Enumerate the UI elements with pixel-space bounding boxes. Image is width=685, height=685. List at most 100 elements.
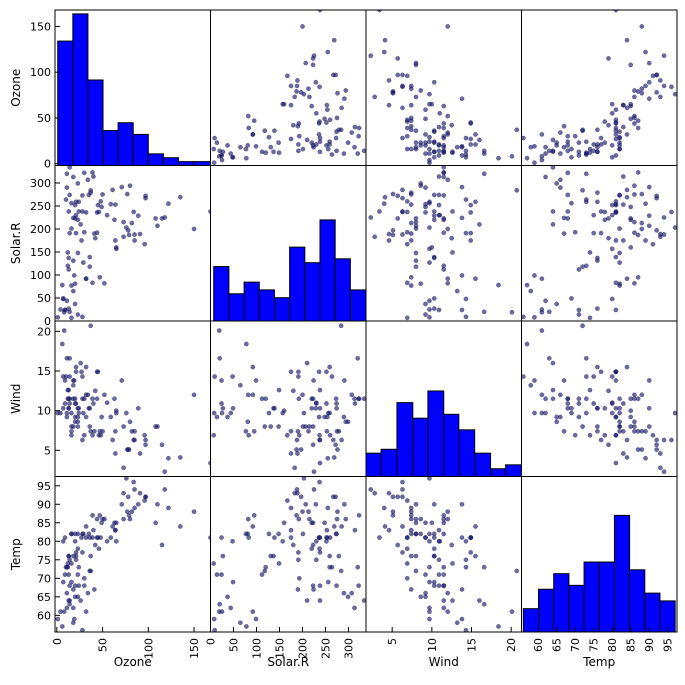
scatter-point-67 — [609, 246, 615, 252]
scatter-point-93 — [413, 531, 419, 537]
scatter-point-102 — [565, 216, 571, 221]
scatter-point-107 — [78, 221, 84, 227]
scatter-point-55 — [129, 220, 135, 226]
scatter-point-40 — [654, 442, 660, 448]
scatter-point-7 — [509, 153, 515, 159]
scatter-point-78 — [251, 118, 257, 124]
scatter-point-100 — [463, 557, 469, 563]
histogram-bar-temp-5 — [598, 561, 615, 632]
scatter-point-90 — [561, 144, 567, 150]
scatter-point-58 — [423, 201, 428, 207]
scatter-point-83 — [327, 564, 333, 570]
scatter-point-47 — [624, 187, 630, 193]
scatter-point-4 — [80, 314, 85, 320]
scatter-point-77 — [386, 490, 392, 496]
scatter-point-66 — [80, 193, 85, 198]
xtick-label-wind-2: 15 — [466, 638, 479, 652]
scatter-point-35 — [423, 131, 428, 137]
scatter-point-28 — [295, 142, 301, 147]
scatter-point-85 — [327, 553, 333, 559]
cell-wind-vs-temp-plot-area — [521, 323, 677, 475]
scatter-point-88 — [259, 572, 265, 578]
scatter-point-66 — [333, 135, 339, 141]
xlabel-solar-r: Solar.R — [267, 655, 309, 669]
scatter-point-61 — [243, 428, 249, 434]
scatter-point-44 — [609, 296, 615, 302]
scatter-point-14 — [524, 155, 530, 161]
scatter-point-10 — [334, 401, 339, 406]
scatter-point-97 — [60, 579, 66, 585]
scatter-point-106 — [290, 542, 296, 548]
scatter-point-106 — [290, 122, 296, 128]
scatter-point-33 — [331, 524, 337, 529]
scatter-point-66 — [441, 193, 447, 198]
scatter-point-67 — [113, 538, 119, 544]
scatter-point-0 — [408, 587, 414, 592]
scatter-point-20 — [445, 131, 451, 137]
scatter-point-4 — [521, 374, 526, 379]
scatter-point-54 — [445, 113, 451, 119]
scatter-point-8 — [427, 146, 432, 152]
scatter-point-57 — [408, 102, 414, 108]
scatter-point-25 — [119, 184, 125, 190]
ytick-label-wind-3: 20 — [37, 325, 51, 338]
scatter-point-25 — [341, 378, 347, 383]
scatter-point-71 — [162, 215, 168, 220]
scatter-point-3 — [70, 605, 76, 611]
scatter-point-60 — [613, 378, 619, 383]
scatter-point-57 — [324, 102, 330, 108]
scatter-point-71 — [368, 53, 374, 59]
scatter-point-106 — [449, 235, 455, 241]
scatter-point-10 — [436, 148, 442, 154]
scatter-point-76 — [292, 94, 298, 100]
scatter-point-48 — [635, 232, 641, 238]
scatter-point-66 — [441, 531, 447, 537]
scatter-point-48 — [390, 232, 396, 238]
scatter-point-107 — [550, 360, 556, 366]
scatter-point-11 — [454, 288, 460, 294]
scatter-point-20 — [445, 276, 451, 282]
scatter-point-78 — [635, 274, 641, 280]
scatter-point-82 — [436, 557, 442, 563]
xtick-label-solar-r-1: 50 — [228, 638, 241, 652]
scatter-point-60 — [219, 535, 224, 540]
scatter-point-26 — [356, 396, 362, 402]
scatter-point-89 — [96, 546, 102, 552]
scatter-point-14 — [59, 282, 65, 288]
ytick-label-solar-r-2: 100 — [30, 269, 51, 282]
scatter-point-107 — [304, 598, 310, 603]
scatter-point-90 — [561, 378, 567, 383]
scatter-point-58 — [108, 535, 114, 540]
scatter-point-45 — [327, 432, 333, 438]
scatter-point-91 — [594, 405, 600, 411]
scatter-point-69 — [121, 424, 127, 429]
scatter-point-81 — [431, 217, 437, 223]
scatter-point-102 — [72, 396, 78, 402]
ylabel-wind: Wind — [9, 384, 23, 414]
scatter-point-65 — [94, 396, 100, 402]
scatter-point-62 — [381, 49, 387, 55]
scatter-point-77 — [657, 78, 663, 83]
scatter-point-45 — [327, 117, 333, 123]
scatter-point-51 — [127, 516, 133, 522]
scatter-point-16 — [543, 298, 548, 304]
scatter-point-65 — [296, 121, 302, 126]
scatter-point-89 — [317, 546, 322, 552]
scatter-point-106 — [606, 235, 611, 241]
scatter-point-29 — [580, 187, 585, 193]
scatter-point-47 — [624, 437, 630, 443]
scatter-point-88 — [441, 267, 447, 272]
scatter-point-101 — [70, 553, 76, 559]
scatter-point-4 — [463, 314, 469, 320]
scatter-point-82 — [313, 557, 319, 563]
scatter-point-55 — [306, 428, 311, 434]
scatter-point-69 — [413, 516, 419, 522]
scatter-point-74 — [142, 498, 148, 503]
scatter-point-19 — [58, 410, 63, 416]
scatter-point-19 — [427, 609, 432, 615]
scatter-point-79 — [250, 131, 256, 137]
scatter-point-97 — [569, 154, 574, 160]
scatter-point-95 — [423, 140, 428, 146]
scatter-point-95 — [576, 414, 582, 420]
scatter-point-30 — [554, 142, 560, 148]
